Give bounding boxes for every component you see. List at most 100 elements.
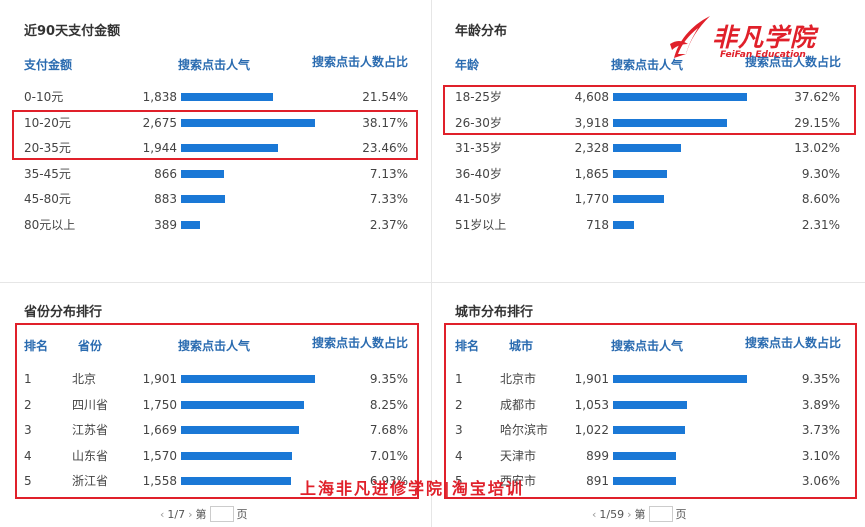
- column-header-popularity[interactable]: 搜索点击人气: [611, 339, 684, 353]
- pagination: ‹ 1/59 › 第 页: [592, 506, 687, 522]
- column-header-age[interactable]: 年龄: [455, 58, 480, 72]
- ratio-cell: 3.89%: [801, 397, 840, 412]
- value-cell: 1,865: [574, 166, 609, 181]
- panel-title: 年龄分布: [455, 24, 508, 39]
- vertical-divider: [431, 0, 432, 527]
- column-header-popularity[interactable]: 搜索点击人气: [178, 58, 251, 72]
- ratio-cell: 23.46%: [362, 141, 408, 155]
- label-cell: 北京市: [500, 372, 537, 386]
- value-cell: 899: [586, 448, 609, 463]
- ratio-cell: 2.31%: [801, 217, 840, 232]
- value-cell: 1,053: [574, 397, 609, 412]
- highlight-box-province: [15, 323, 419, 499]
- label-cell: 80元以上: [24, 217, 76, 232]
- ratio-cell: 21.54%: [362, 90, 408, 104]
- value-cell: 1,901: [142, 372, 177, 386]
- page-prefix: 第: [634, 508, 646, 521]
- panel-title: 省份分布排行: [24, 305, 103, 320]
- column-header-rank[interactable]: 排名: [455, 339, 480, 353]
- ratio-cell: 29.15%: [794, 115, 840, 130]
- label-cell: 浙江省: [72, 474, 109, 488]
- label-cell: 36-40岁: [455, 166, 502, 181]
- rank-cell: 5: [24, 474, 32, 488]
- label-cell: 31-35岁: [455, 141, 502, 155]
- prev-page-button[interactable]: ‹: [592, 507, 597, 521]
- value-cell: 389: [154, 217, 177, 232]
- next-page-button[interactable]: ›: [188, 507, 193, 521]
- column-header-province[interactable]: 省份: [78, 339, 103, 353]
- page-prefix: 第: [195, 508, 207, 521]
- ratio-cell: 9.35%: [801, 372, 840, 386]
- rank-cell: 3: [455, 423, 463, 437]
- column-header-ratio[interactable]: 搜索点击人数占比: [311, 336, 408, 350]
- feifan-logo: 非凡学院 FeiFan Education: [668, 14, 818, 62]
- label-cell: 山东省: [72, 448, 109, 463]
- ratio-cell: 7.33%: [369, 192, 408, 206]
- ratio-cell: 13.02%: [794, 141, 840, 155]
- logo-text: 非凡学院: [712, 23, 817, 52]
- column-header-popularity[interactable]: 搜索点击人气: [611, 58, 684, 72]
- value-bar: [181, 169, 224, 178]
- ratio-cell: 3.73%: [801, 423, 840, 437]
- value-bar: [613, 118, 727, 127]
- label-cell: 江苏省: [72, 423, 109, 437]
- value-cell: 4,608: [574, 90, 609, 104]
- column-header-ratio[interactable]: 搜索点击人数占比: [744, 55, 841, 69]
- ratio-cell: 9.35%: [369, 372, 408, 386]
- value-bar: [181, 93, 273, 101]
- watermark-text: 上海非凡进修学院|淘宝培训: [300, 479, 524, 498]
- rank-cell: 1: [455, 372, 463, 386]
- column-header-amount[interactable]: 支付金额: [24, 58, 73, 72]
- column-header-ratio[interactable]: 搜索点击人数占比: [744, 336, 841, 350]
- pagination: ‹ 1/7 › 第 页: [160, 506, 248, 522]
- horizontal-divider: [0, 282, 865, 283]
- rank-cell: 3: [24, 423, 32, 437]
- label-cell: 10-20元: [24, 115, 71, 130]
- value-cell: 1,570: [142, 448, 177, 463]
- label-cell: 18-25岁: [455, 90, 502, 104]
- value-bar: [613, 144, 681, 152]
- value-bar: [181, 220, 200, 229]
- value-cell: 1,770: [574, 192, 609, 206]
- label-cell: 西安市: [500, 474, 537, 488]
- value-cell: 866: [154, 166, 177, 181]
- column-header-city[interactable]: 城市: [509, 339, 534, 353]
- panel-title: 城市分布排行: [455, 305, 534, 320]
- highlight-box-payment: [12, 110, 418, 160]
- value-bar: [613, 195, 664, 203]
- rank-cell: 2: [455, 397, 463, 412]
- ratio-cell: 37.62%: [794, 90, 840, 104]
- column-header-ratio[interactable]: 搜索点击人数占比: [311, 55, 408, 69]
- value-cell: 1,901: [574, 372, 609, 386]
- rank-cell: 5: [455, 474, 463, 488]
- value-bar: [181, 400, 304, 409]
- rank-cell: 2: [24, 397, 32, 412]
- column-header-popularity[interactable]: 搜索点击人气: [178, 339, 251, 353]
- ratio-cell: 3.06%: [801, 474, 840, 488]
- page-input[interactable]: [209, 506, 234, 522]
- value-bar: [181, 195, 225, 203]
- page-input[interactable]: [648, 506, 673, 522]
- value-cell: 1,022: [574, 423, 609, 437]
- next-page-button[interactable]: ›: [627, 507, 632, 521]
- ratio-cell: 7.68%: [369, 423, 408, 437]
- highlight-box-age: [443, 85, 856, 135]
- ratio-cell: 8.25%: [369, 397, 408, 412]
- value-cell: 1,838: [142, 90, 177, 104]
- label-cell: 45-80元: [24, 192, 71, 206]
- prev-page-button[interactable]: ‹: [160, 507, 165, 521]
- column-header-rank[interactable]: 排名: [24, 339, 49, 353]
- page-indicator: 1/59: [599, 507, 625, 521]
- value-bar: [181, 477, 291, 485]
- value-bar: [181, 375, 315, 383]
- ratio-cell: 3.10%: [801, 448, 840, 463]
- label-cell: 哈尔滨市: [500, 423, 549, 437]
- value-bar: [613, 477, 676, 485]
- highlight-box-city: [444, 323, 857, 499]
- label-cell: 41-50岁: [455, 192, 502, 206]
- value-cell: 2,675: [142, 115, 177, 130]
- value-bar: [181, 144, 278, 152]
- feifan-logo-icon: [670, 16, 710, 58]
- value-bar: [613, 375, 747, 383]
- value-cell: 1,558: [142, 474, 177, 488]
